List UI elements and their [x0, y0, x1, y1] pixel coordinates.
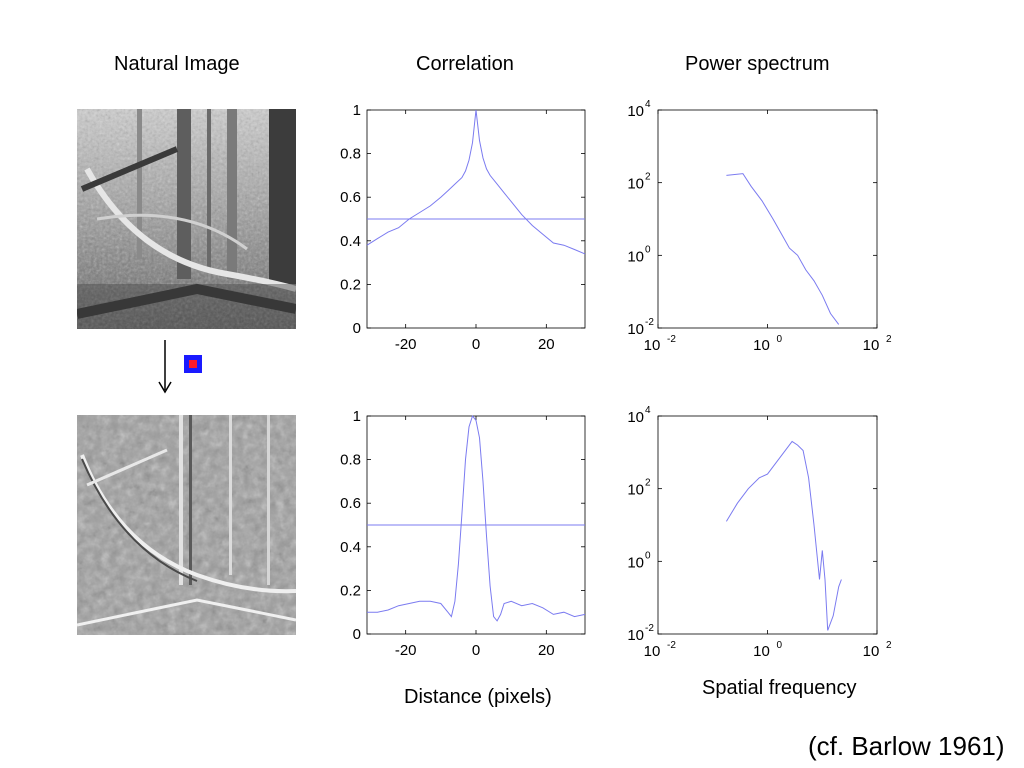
y-tick-label: 0.6: [340, 495, 361, 512]
distance-axis-label: Distance (pixels): [404, 686, 552, 708]
x-tick-exponent: -2: [667, 334, 676, 345]
x-tick-exponent: 0: [777, 334, 783, 345]
y-tick-label: 10: [627, 176, 644, 193]
down-arrow-icon: [158, 340, 172, 394]
x-tick-label: 10: [644, 337, 661, 354]
filter-center-icon: [189, 360, 197, 368]
y-tick-exponent: 0: [645, 244, 651, 255]
y-tick-exponent: -2: [645, 317, 654, 328]
plot-frame: [657, 415, 878, 635]
y-tick-label: 10: [627, 248, 644, 265]
y-tick-label: 0.8: [340, 452, 361, 469]
x-tick-exponent: -2: [667, 640, 676, 651]
data-series-line: [726, 173, 840, 325]
y-tick-label: 10: [627, 627, 644, 644]
data-series-line: [367, 414, 586, 622]
y-tick-label: 1: [353, 408, 361, 425]
y-tick-exponent: 4: [645, 405, 651, 416]
power-spectrum-title: Power spectrum: [685, 53, 830, 75]
y-tick-label: 0.6: [340, 189, 361, 206]
x-tick-label: 20: [538, 336, 555, 353]
y-tick-label: 10: [627, 103, 644, 120]
y-tick-label: 10: [627, 409, 644, 426]
y-tick-exponent: 2: [645, 172, 651, 183]
correlation-title: Correlation: [416, 53, 514, 75]
y-tick-label: 10: [627, 321, 644, 338]
y-tick-label: 1: [353, 102, 361, 119]
x-tick-exponent: 2: [886, 334, 892, 345]
y-tick-exponent: -2: [645, 623, 654, 634]
x-tick-label: 0: [472, 336, 480, 353]
x-tick-label: 10: [863, 337, 880, 354]
x-tick-label: 10: [863, 643, 880, 660]
corr_top-chart: -20 0 20 0 0.2 0.4 0.6 0.8 1: [340, 102, 586, 353]
y-tick-label: 0.2: [340, 276, 361, 293]
y-tick-label: 10: [627, 482, 644, 499]
y-tick-label: 0.4: [340, 539, 361, 556]
y-tick-label: 0.8: [340, 146, 361, 163]
center-surround-filter-icon: [184, 355, 202, 373]
y-tick-exponent: 2: [645, 478, 651, 489]
citation: (cf. Barlow 1961): [808, 731, 1005, 761]
y-tick-label: 10: [627, 554, 644, 571]
x-tick-label: 10: [753, 643, 770, 660]
x-tick-label: 20: [538, 642, 555, 659]
x-tick-label: 10: [644, 643, 661, 660]
y-tick-label: 0: [353, 626, 361, 643]
y-tick-label: 0.4: [340, 233, 361, 250]
data-series-line: [725, 440, 842, 631]
y-tick-label: 0: [353, 320, 361, 337]
x-tick-exponent: 2: [886, 640, 892, 651]
x-tick-exponent: 0: [777, 640, 783, 651]
y-tick-exponent: 4: [645, 99, 651, 110]
corr_bottom-chart: -20 0 20 0 0.2 0.4 0.6 0.8 1: [340, 408, 586, 659]
plot-frame: [657, 109, 878, 329]
spatial-frequency-axis-label: Spatial frequency: [702, 677, 857, 699]
y-tick-label: 0.2: [340, 582, 361, 599]
filtered-image: [77, 415, 296, 635]
natural-image: [77, 109, 296, 329]
x-tick-label: -20: [395, 336, 417, 353]
y-tick-exponent: 0: [645, 550, 651, 561]
ps_bottom-chart: 10 -2 10 0 10 210 -210 010 210 4: [627, 405, 892, 660]
x-tick-label: 10: [753, 337, 770, 354]
x-tick-label: 0: [472, 642, 480, 659]
x-tick-label: -20: [395, 642, 417, 659]
data-series-line: [366, 109, 586, 255]
natural-image-title: Natural Image: [114, 53, 240, 75]
ps_top-chart: 10 -2 10 0 10 210 -210 010 210 4: [627, 99, 892, 354]
